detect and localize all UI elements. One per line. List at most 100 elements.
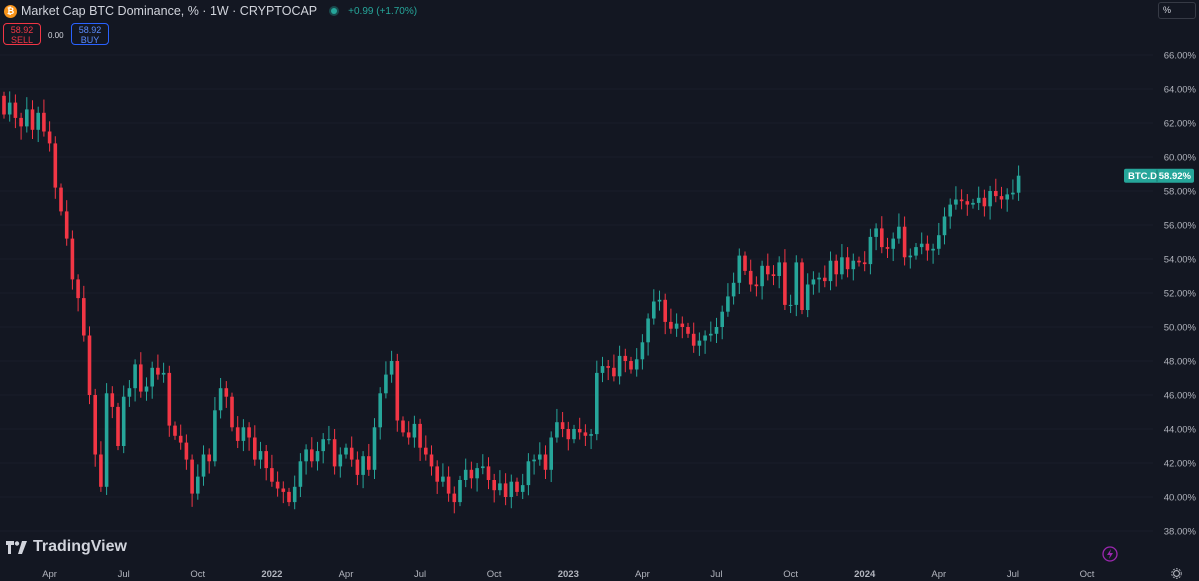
y-tick-label: 52.00% [1164, 289, 1197, 300]
candle-body [919, 243, 924, 248]
candle-body [264, 451, 268, 469]
candle-body [748, 270, 753, 285]
candle-body [481, 466, 485, 469]
candle-body [914, 247, 918, 256]
candle-body [184, 442, 189, 460]
x-tick-label: Jul [710, 569, 722, 580]
sell-button[interactable]: 58.92 SELL [3, 23, 41, 45]
candle-body [406, 432, 411, 438]
candle-body [503, 483, 508, 497]
candle-body [931, 248, 935, 251]
candle-body [538, 454, 542, 460]
candle-body [150, 367, 154, 387]
candle-body [315, 451, 320, 462]
y-tick-label: 46.00% [1164, 391, 1197, 402]
candle-body [144, 386, 149, 392]
x-tick-label: Jul [118, 569, 130, 580]
candle-body [623, 355, 628, 361]
candle-body [543, 454, 548, 470]
candle-body [463, 469, 468, 480]
candle-body [372, 427, 377, 470]
candle-body [600, 366, 605, 373]
candle-body [349, 447, 354, 460]
brand-text: TradingView [33, 538, 127, 555]
candle-body [959, 199, 964, 202]
market-status-icon[interactable] [329, 6, 340, 16]
candle-body [595, 372, 599, 435]
candle-body [629, 361, 633, 370]
candle-body [59, 187, 63, 212]
candle-body [167, 372, 172, 426]
candle-body [714, 327, 719, 334]
candle-body [475, 468, 479, 479]
candle-body [275, 481, 280, 489]
y-tick-label: 62.00% [1164, 119, 1197, 130]
candle-body [640, 342, 645, 360]
spread-value: 0.00 [48, 31, 64, 40]
symbol-title[interactable]: Market Cap BTC Dominance, % · 1W · CRYPT… [21, 4, 318, 18]
candle-body [891, 238, 895, 249]
candle-body [691, 333, 696, 346]
candle-body [47, 131, 52, 144]
candle-body [190, 459, 194, 494]
candle-body [851, 260, 856, 270]
candle-body [925, 243, 930, 251]
candle-body [321, 439, 325, 452]
tradingview-logo[interactable]: TradingView [6, 538, 127, 556]
candle-body [429, 454, 434, 467]
candle-body [207, 454, 211, 462]
candle-body [241, 427, 246, 441]
candle-body [663, 299, 667, 322]
candle-body [703, 335, 707, 341]
candle-body [589, 434, 593, 436]
time-axis: Apr Jul Oct 2022 Apr Jul Oct 2023 Apr Jul Oct 2024 A… [42, 569, 1095, 580]
candle-body [954, 199, 958, 205]
candle-body [652, 301, 656, 319]
bitcoin-icon: ₿ [4, 4, 17, 18]
scale-percent-button[interactable]: % [1158, 2, 1196, 19]
price-change: +0.99 (+1.70%) [348, 5, 418, 17]
candle-body [669, 321, 673, 329]
candle-body [874, 228, 878, 237]
candle-body [235, 427, 240, 441]
y-tick-label: 38.00% [1164, 527, 1197, 538]
buy-button[interactable]: 58.92 BUY [71, 23, 109, 45]
candle-body [344, 447, 348, 455]
candle-body [817, 277, 821, 280]
candle-body [617, 355, 622, 377]
candle-body [897, 226, 901, 239]
candle-body [361, 456, 365, 475]
x-tick-label: Apr [931, 569, 946, 580]
y-tick-label: 64.00% [1164, 85, 1197, 96]
candle-body [446, 476, 451, 494]
candle-body [583, 432, 588, 436]
candle-body [783, 262, 787, 305]
candle-body [771, 274, 776, 276]
candle-body [942, 216, 947, 236]
candle-body [971, 202, 975, 205]
candle-body [686, 327, 690, 334]
candle-body [156, 367, 160, 375]
candle-body [606, 366, 610, 368]
candle-body [224, 388, 229, 397]
candle-body [788, 304, 793, 306]
last-price-label: BTC.D 58.92% [1124, 168, 1194, 183]
last-price-symbol: BTC.D [1128, 171, 1157, 182]
candle-body [577, 429, 582, 433]
buy-label: BUY [80, 35, 100, 45]
candle-body [862, 262, 867, 265]
lightning-icon[interactable] [1102, 546, 1118, 562]
candle-body [555, 422, 559, 438]
candle-body [435, 466, 439, 482]
settings-gear-icon[interactable] [1171, 568, 1182, 579]
candle-body [982, 197, 987, 207]
candle-body [458, 480, 462, 503]
candle-body [646, 318, 650, 343]
candle-body [902, 226, 907, 258]
candle-body [760, 265, 764, 287]
candle-body [82, 298, 86, 336]
candle-body [30, 109, 35, 130]
candle-body [133, 364, 137, 389]
candle-body [281, 488, 286, 492]
